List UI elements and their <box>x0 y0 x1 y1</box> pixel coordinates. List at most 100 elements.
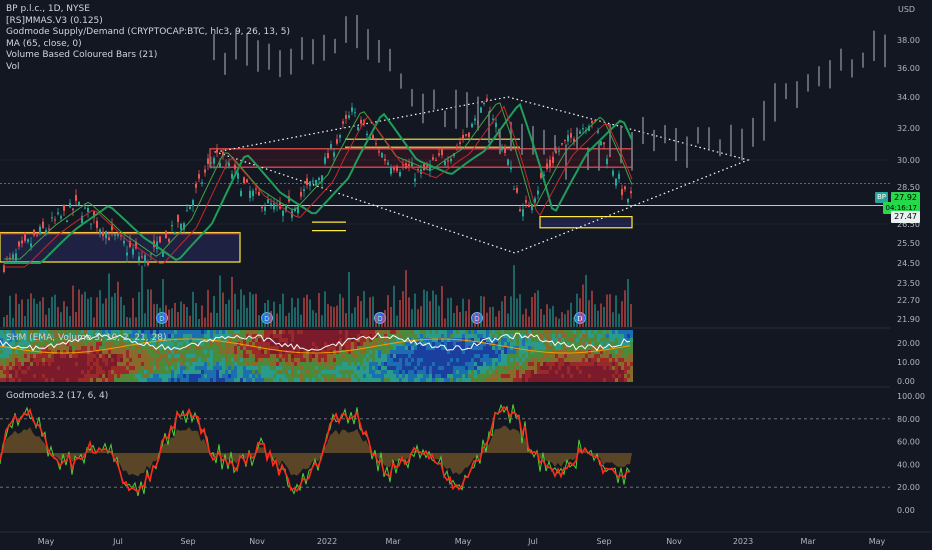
shm-cell <box>111 374 114 378</box>
shm-cell <box>72 342 75 346</box>
shm-cell <box>279 350 282 354</box>
shm-cell <box>552 366 555 370</box>
indicator-mmas[interactable]: [RS]MMAS.V3 (0.125) <box>6 15 103 26</box>
shm-cell <box>396 366 399 370</box>
shm-cell <box>522 350 525 354</box>
shm-cell <box>318 362 321 366</box>
shm-cell <box>441 362 444 366</box>
shm-cell <box>291 374 294 378</box>
shm-cell <box>402 346 405 350</box>
ref-price-tag: 27.47 <box>891 211 920 223</box>
shm-cell <box>579 338 582 342</box>
indicator-vbcb[interactable]: Volume Based Coloured Bars (21) <box>6 50 158 60</box>
shm-cell <box>195 362 198 366</box>
shm-cell <box>87 374 90 378</box>
shm-cell <box>381 350 384 354</box>
volume-bar <box>300 314 302 327</box>
candle <box>417 169 419 171</box>
shm-cell <box>246 330 249 334</box>
volume-bar <box>492 306 494 327</box>
volume-bar <box>75 312 77 327</box>
indicator-vol[interactable]: Vol <box>6 61 20 72</box>
shm-cell <box>453 342 456 346</box>
shm-cell <box>393 358 396 362</box>
volume-bar <box>177 311 179 327</box>
shm-cell <box>306 342 309 346</box>
shm-cell <box>528 354 531 358</box>
shm-cell <box>108 358 111 362</box>
indicator-ma[interactable]: MA (65, close, 0) <box>6 38 82 49</box>
shm-cell <box>588 342 591 346</box>
candle <box>249 190 251 198</box>
shm-cell <box>27 342 30 346</box>
candle <box>42 221 44 229</box>
shm-cell <box>252 362 255 366</box>
shm-cell <box>249 370 252 374</box>
symbol-title[interactable]: BP p.l.c., 1D, NYSE <box>6 4 90 14</box>
shm-cell <box>285 370 288 374</box>
shm-cell <box>252 354 255 358</box>
shm-pane-title[interactable]: SHM (EMA, Volume 3, 10, 2, 21, 28) <box>6 333 167 343</box>
shm-cell <box>360 362 363 366</box>
godmode-pane[interactable] <box>0 386 890 497</box>
shm-cell <box>0 330 3 334</box>
shm-cell <box>534 342 537 346</box>
shm-cell <box>585 330 588 334</box>
volume-bar <box>360 301 362 327</box>
shm-cell <box>318 374 321 378</box>
shm-pane[interactable] <box>0 327 890 382</box>
shm-cell <box>423 358 426 362</box>
shm-cell <box>204 370 207 374</box>
shm-cell <box>585 370 588 374</box>
shm-cell <box>333 366 336 370</box>
candle <box>501 148 503 151</box>
shm-cell <box>390 378 393 382</box>
time-axis[interactable]: May Jul Sep Nov 2022 Mar May Jul Sep Nov 2023 Mar Ma… <box>0 531 932 546</box>
candle <box>81 215 83 224</box>
shm-cell <box>378 374 381 378</box>
candle <box>627 198 629 203</box>
price-axis[interactable]: USD38.0036.0034.0032.0030.0028.5026.5025… <box>890 0 932 550</box>
shm-cell <box>183 362 186 366</box>
shm-cell <box>537 354 540 358</box>
shm-cell <box>513 370 516 374</box>
shm-cell <box>117 362 120 366</box>
shm-cell <box>273 354 276 358</box>
shm-cell <box>240 354 243 358</box>
shm-cell <box>99 354 102 358</box>
shm-cell <box>462 342 465 346</box>
shm-cell <box>201 338 204 342</box>
shm-cell <box>405 330 408 334</box>
shm-cell <box>126 346 129 350</box>
shm-cell <box>324 350 327 354</box>
shm-cell <box>405 374 408 378</box>
price-pane[interactable]: DDDDD <box>0 14 890 324</box>
shm-cell <box>498 362 501 366</box>
shm-cell <box>309 378 312 382</box>
shm-cell <box>57 354 60 358</box>
shm-cell <box>462 378 465 382</box>
shm-cell <box>564 366 567 370</box>
shm-cell <box>489 346 492 350</box>
shm-cell <box>30 334 33 338</box>
indicator-godmode-sd[interactable]: Godmode Supply/Demand (CRYPTOCAP:BTC, hl… <box>6 27 290 37</box>
shm-cell <box>585 338 588 342</box>
shm-cell <box>123 366 126 370</box>
candle <box>561 143 563 145</box>
time-tick: Nov <box>249 537 265 546</box>
shm-cell <box>321 334 324 338</box>
godmode-pane-title[interactable]: Godmode3.2 (17, 6, 4) <box>6 391 109 401</box>
candle <box>198 174 200 179</box>
shm-cell <box>78 334 81 338</box>
volume-bar <box>249 292 251 327</box>
shm-cell <box>204 366 207 370</box>
shm-cell <box>225 358 228 362</box>
shm-cell <box>42 338 45 342</box>
shm-cell <box>480 366 483 370</box>
shm-cell <box>258 362 261 366</box>
shm-cell <box>72 362 75 366</box>
shm-cell <box>162 362 165 366</box>
shm-cell <box>96 342 99 346</box>
shm-cell <box>282 370 285 374</box>
